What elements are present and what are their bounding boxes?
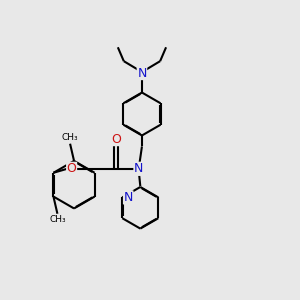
Text: CH₃: CH₃ [62,133,78,142]
Text: N: N [137,67,147,80]
Text: O: O [111,133,121,146]
Text: O: O [67,162,76,175]
Text: CH₃: CH₃ [49,215,66,224]
Text: N: N [134,162,143,175]
Text: N: N [124,191,133,204]
